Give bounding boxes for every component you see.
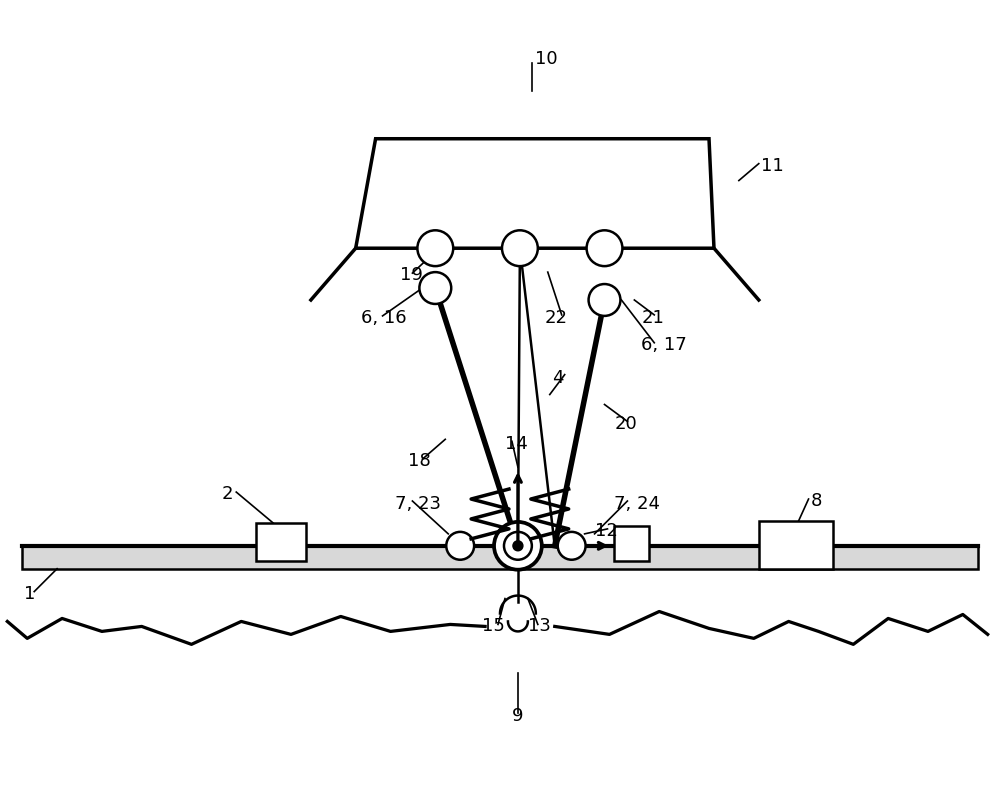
Text: 13: 13: [528, 618, 551, 635]
Circle shape: [558, 532, 586, 560]
Text: 9: 9: [512, 707, 524, 725]
Polygon shape: [22, 546, 978, 569]
Circle shape: [419, 272, 451, 304]
Text: 4: 4: [552, 368, 563, 387]
Text: 12: 12: [595, 522, 617, 540]
Text: 14: 14: [505, 435, 528, 453]
Text: 6, 17: 6, 17: [641, 336, 687, 354]
Circle shape: [587, 230, 622, 266]
Circle shape: [446, 532, 474, 560]
Circle shape: [589, 284, 620, 316]
Circle shape: [494, 522, 542, 570]
Circle shape: [417, 230, 453, 266]
Text: 7, 23: 7, 23: [395, 495, 441, 513]
Circle shape: [504, 532, 532, 560]
Text: 21: 21: [641, 309, 664, 327]
Bar: [614, 526, 649, 561]
Text: 15: 15: [482, 618, 505, 635]
Text: 7, 24: 7, 24: [614, 495, 660, 513]
Bar: [759, 521, 833, 569]
Text: 1: 1: [24, 585, 36, 602]
Text: 19: 19: [400, 266, 423, 284]
Bar: [256, 523, 306, 561]
Text: 6, 16: 6, 16: [361, 309, 406, 327]
Text: 20: 20: [614, 415, 637, 433]
Text: 2: 2: [221, 485, 233, 503]
Text: 22: 22: [545, 309, 568, 327]
Text: 18: 18: [408, 452, 431, 470]
Text: 10: 10: [535, 50, 557, 68]
Circle shape: [513, 541, 523, 551]
Text: 11: 11: [761, 157, 784, 175]
Circle shape: [502, 230, 538, 266]
Text: 8: 8: [811, 492, 822, 510]
